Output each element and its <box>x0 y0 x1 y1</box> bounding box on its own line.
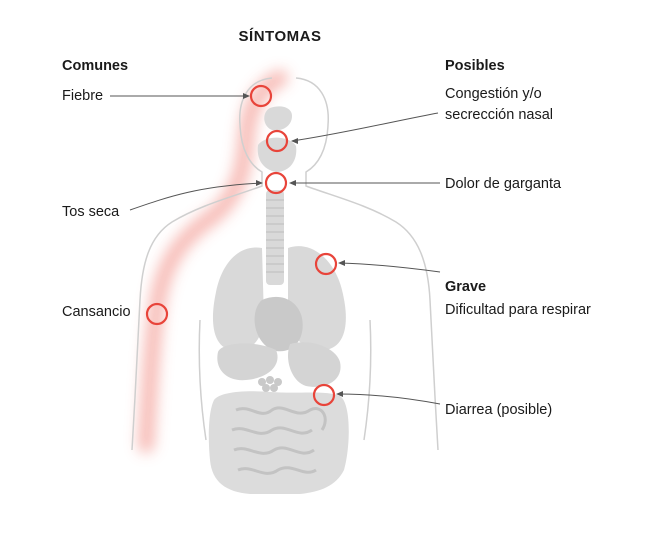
nasal-cavity <box>264 106 292 131</box>
marker-diarrhea <box>312 383 336 407</box>
heart <box>254 296 303 352</box>
appendix-coils <box>258 376 282 392</box>
arrow-dry-cough <box>256 180 263 186</box>
section-possible: Posibles <box>445 58 505 74</box>
leader-breathing <box>339 262 441 273</box>
leader-congestion <box>291 112 439 142</box>
trachea-rings <box>266 199 284 273</box>
arrow-fever <box>243 93 250 99</box>
leader-diarrhea <box>337 393 441 405</box>
liver <box>217 343 278 381</box>
label-dry-cough: Tos seca <box>62 204 120 220</box>
fatigue-glow <box>138 70 288 453</box>
marker-congestion <box>265 129 289 153</box>
marker-breathing <box>314 252 338 276</box>
stomach <box>287 342 341 387</box>
label-congestion-line1: Congestión y/o <box>445 86 542 102</box>
label-diarrhea: Diarrea (posible) <box>445 402 553 418</box>
marker-fatigue <box>145 302 169 326</box>
section-common: Comunes <box>62 58 129 74</box>
leader-lines <box>110 95 441 405</box>
diagram-title: SÍNTOMAS <box>238 28 322 45</box>
trachea <box>266 190 284 285</box>
arrow-diarrhea <box>336 391 343 397</box>
arrow-sore-throat <box>289 180 296 186</box>
arrow-breathing <box>338 260 345 266</box>
label-breathing: Dificultad para respirar <box>445 302 591 318</box>
left-lung <box>212 247 264 351</box>
leader-dry-cough <box>129 182 263 211</box>
leader-arrowheads <box>243 93 345 397</box>
label-sore-throat: Dolor de garganta <box>445 176 562 192</box>
marker-sore-throat <box>264 171 288 195</box>
throat-structure <box>257 137 297 172</box>
label-fever: Fiebre <box>62 88 104 104</box>
arrow-congestion <box>291 138 298 144</box>
label-congestion-line2: secrección nasal <box>445 107 553 123</box>
small-intestine <box>231 406 327 475</box>
symptom-markers <box>145 84 338 407</box>
label-fatigue: Cansancio <box>62 304 131 320</box>
section-severe: Grave <box>445 279 487 295</box>
marker-fever <box>249 84 273 108</box>
body-outline <box>131 77 439 451</box>
